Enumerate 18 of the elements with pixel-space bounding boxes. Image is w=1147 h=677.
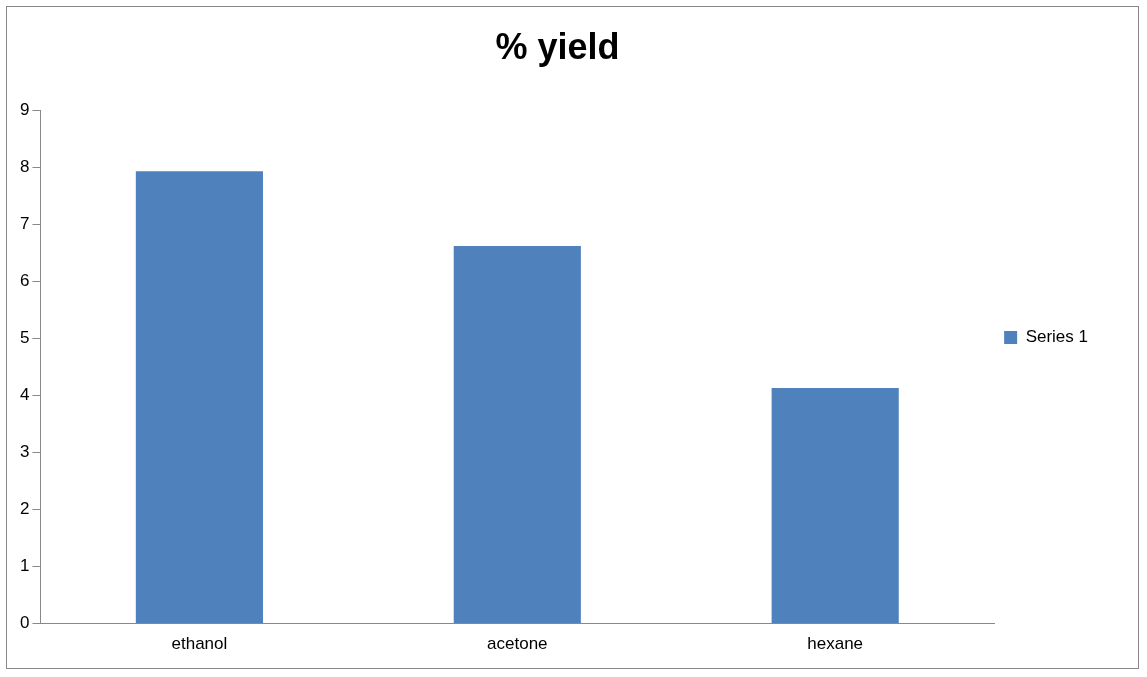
x-tick-label: acetone: [487, 634, 548, 654]
y-tick-label: 3: [19, 442, 30, 462]
bar: [771, 388, 899, 624]
y-tick-label: 1: [19, 556, 30, 576]
chart-title: % yield: [495, 25, 620, 67]
legend-label: Series 1: [1025, 327, 1089, 347]
y-tick-label: 2: [19, 499, 30, 519]
y-tick-label: 8: [19, 156, 30, 176]
x-tick-label: hexane: [807, 634, 864, 654]
y-tick-label: 4: [19, 385, 30, 405]
y-tick-label: 7: [19, 213, 30, 233]
y-tick-label: 6: [19, 271, 30, 291]
bar: [135, 171, 263, 624]
y-tick-label: 0: [19, 613, 30, 633]
y-tick-label: 9: [19, 99, 30, 119]
x-tick-label: ethanol: [171, 634, 228, 654]
bar: [453, 245, 581, 624]
y-tick-label: 5: [19, 328, 30, 348]
